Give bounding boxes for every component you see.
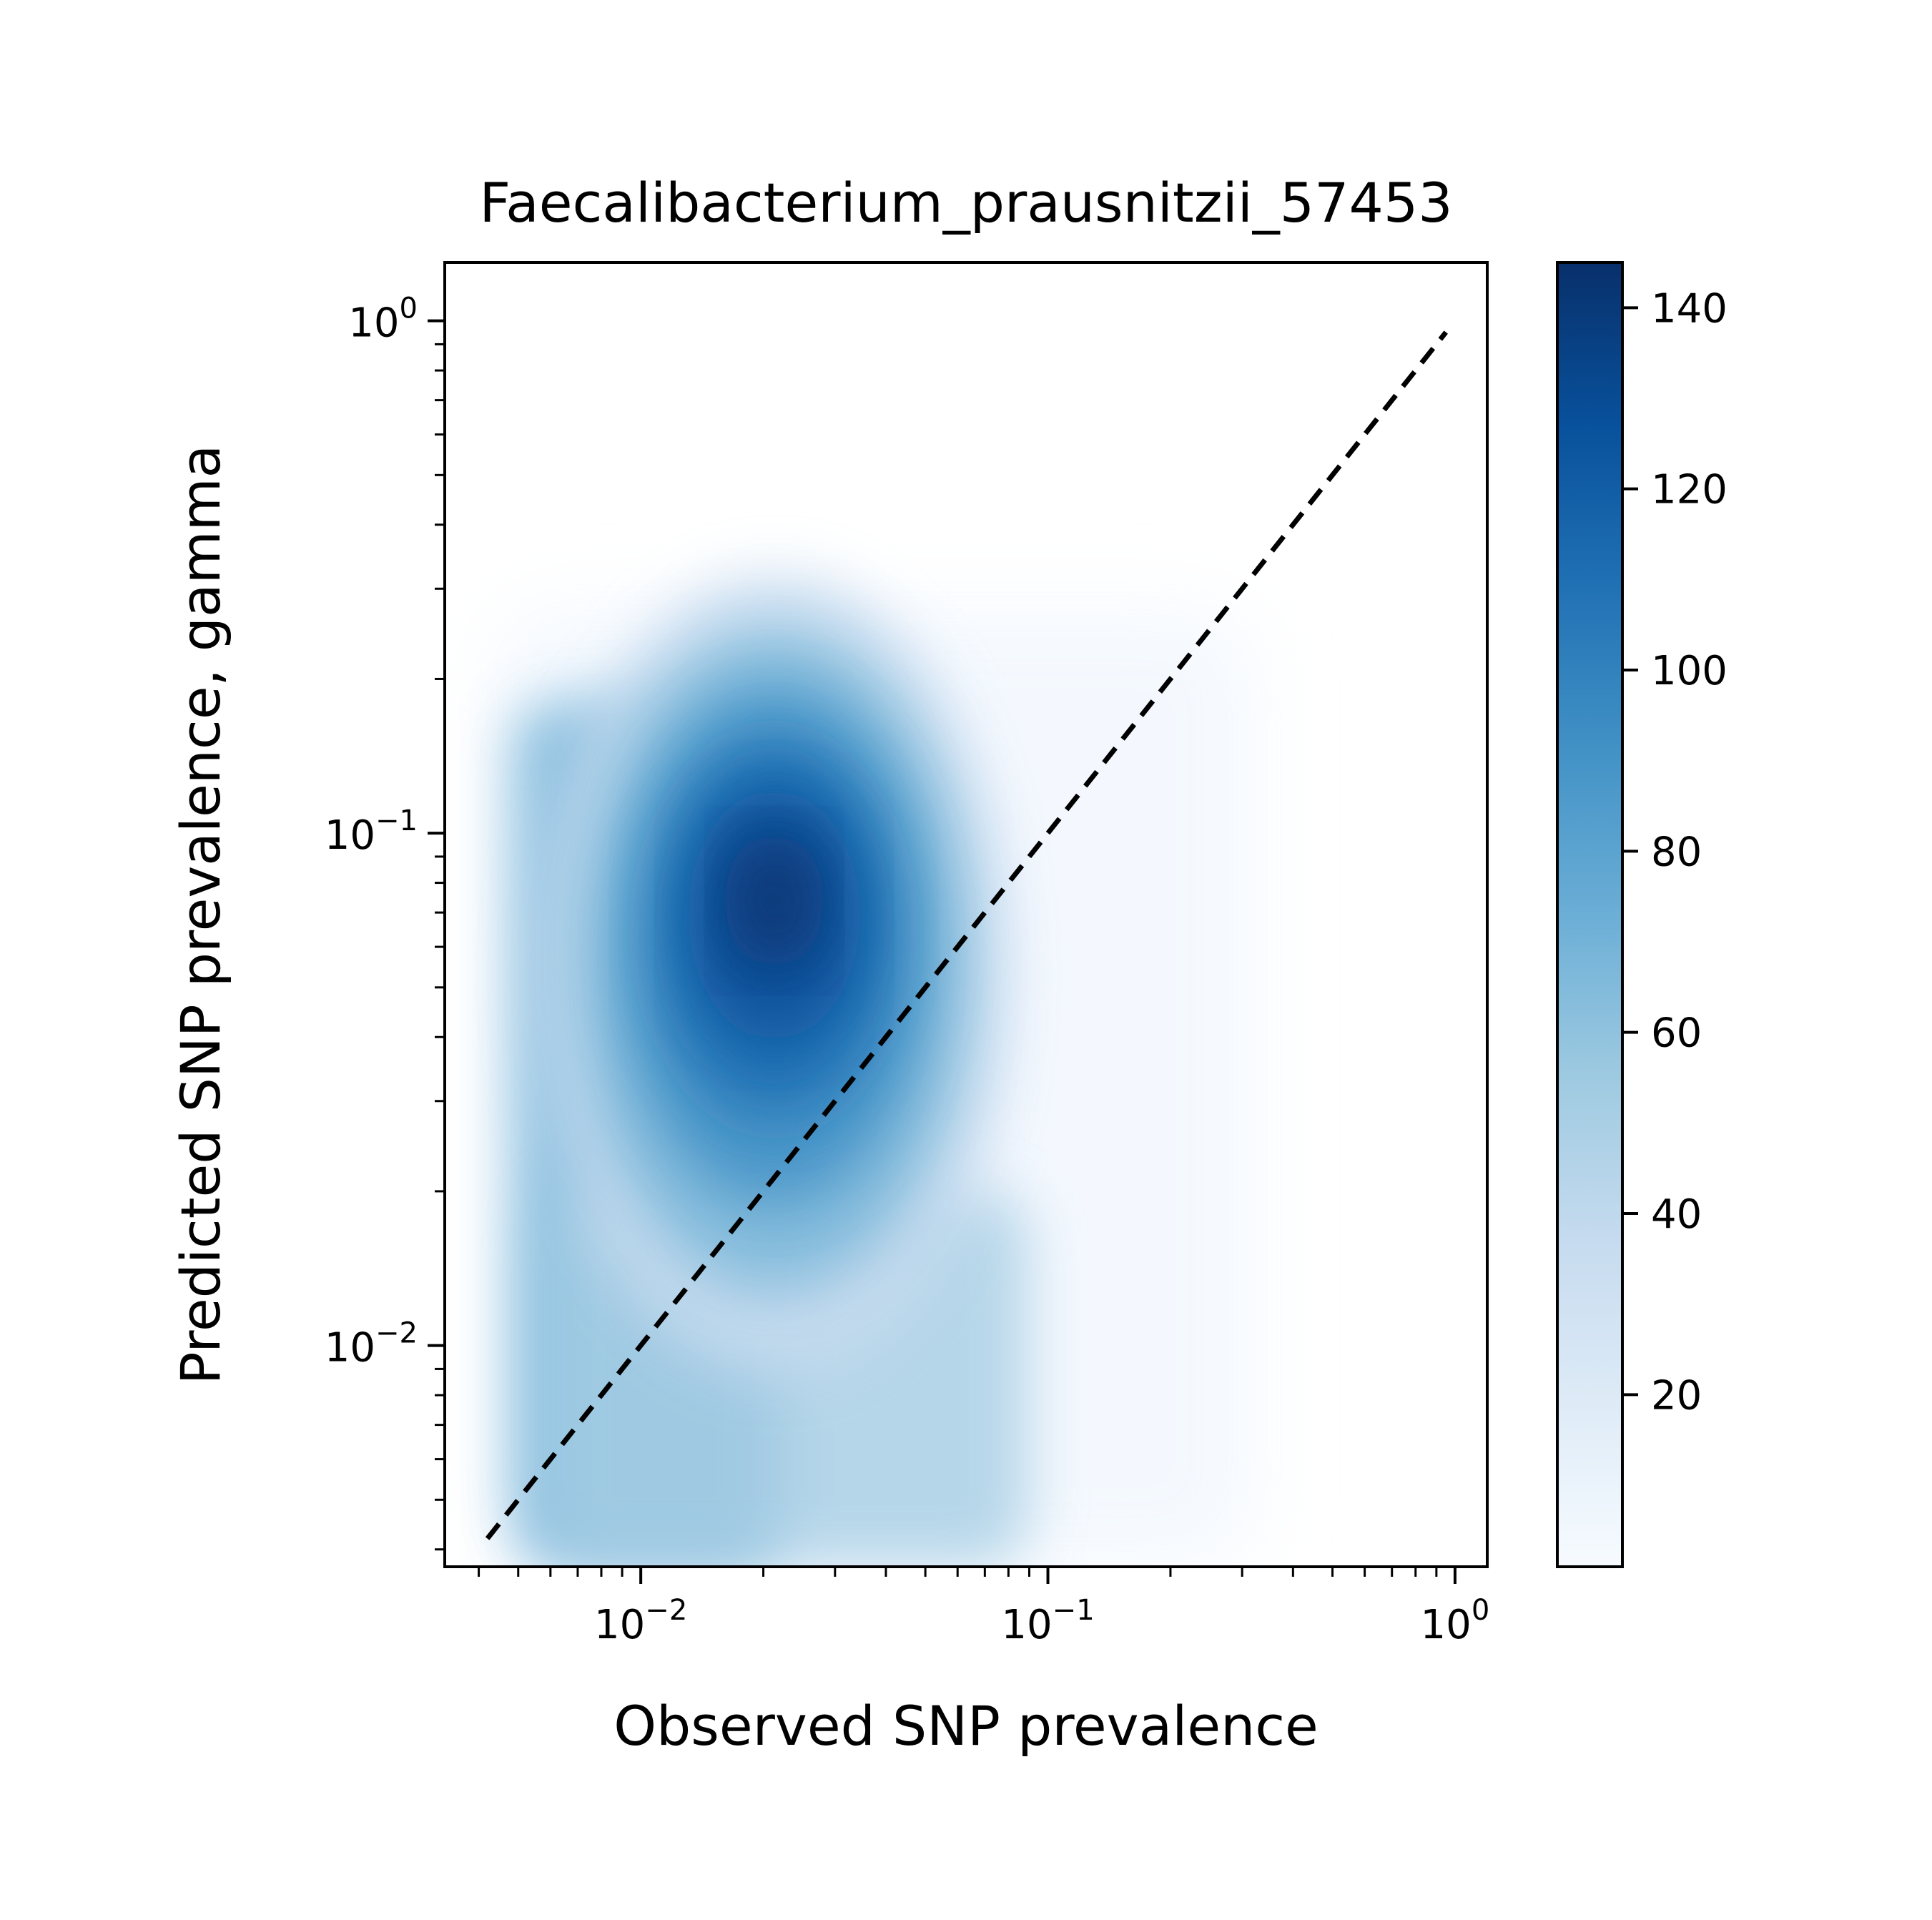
- colorbar-tick-label: 100: [1651, 648, 1728, 694]
- colorbar-tick-label: 40: [1651, 1191, 1702, 1238]
- density-cloud: [499, 575, 1254, 1567]
- x-tick-label: 10−1: [1001, 1594, 1094, 1648]
- x-tick-label: 100: [1421, 1594, 1490, 1648]
- y-tick-label: 10−1: [325, 804, 418, 859]
- y-axis-label: Predicted SNP prevalence, gamma: [169, 445, 232, 1385]
- colorbar-gradient: [1557, 262, 1622, 1567]
- colorbar-ticks: 20 40 60 80 100 120 140: [1622, 285, 1728, 1419]
- y-tick-label-base: 10: [325, 1325, 375, 1372]
- y-tick-label-base: 10: [348, 300, 399, 347]
- y-tick-label-exponent: 0: [400, 292, 418, 325]
- x-tick-label-exponent: −2: [645, 1594, 687, 1627]
- reference-line-group: [485, 330, 1448, 1540]
- y-tick-label: 10−2: [325, 1317, 418, 1372]
- reference-line: [485, 330, 1448, 1540]
- x-tick-label-base: 10: [594, 1602, 645, 1648]
- y-tick-label-exponent: −2: [375, 1317, 418, 1350]
- colorbar-tick-label: 80: [1651, 829, 1702, 875]
- x-axis-label: Observed SNP prevalence: [613, 1694, 1319, 1758]
- y-tick-label-base: 10: [325, 812, 375, 859]
- y-tick-label-exponent: −1: [375, 804, 418, 837]
- colorbar-tick-label: 20: [1651, 1372, 1702, 1419]
- x-tick-label-base: 10: [1421, 1602, 1472, 1648]
- colorbar-tick-label: 140: [1651, 285, 1728, 332]
- x-tick-label: 10−2: [594, 1594, 687, 1648]
- y-tick-label: 100: [348, 292, 418, 347]
- x-tick-label-base: 10: [1001, 1602, 1052, 1648]
- plot-frame: [443, 261, 1489, 1568]
- x-tick-label-exponent: 0: [1472, 1594, 1489, 1627]
- chart-title: Faecalibacterium_prausnitzii_57453: [479, 171, 1452, 235]
- colorbar-tick-label: 60: [1651, 1010, 1702, 1057]
- x-tick-label-exponent: −1: [1053, 1594, 1095, 1627]
- colorbar: 20 40 60 80 100 120 140: [1556, 261, 1728, 1568]
- colorbar-tick-label: 120: [1651, 467, 1728, 513]
- x-axis: 10−2 10−1 100: [478, 1567, 1490, 1648]
- colorbar-frame: [1556, 261, 1624, 1568]
- density-peak: [724, 832, 824, 969]
